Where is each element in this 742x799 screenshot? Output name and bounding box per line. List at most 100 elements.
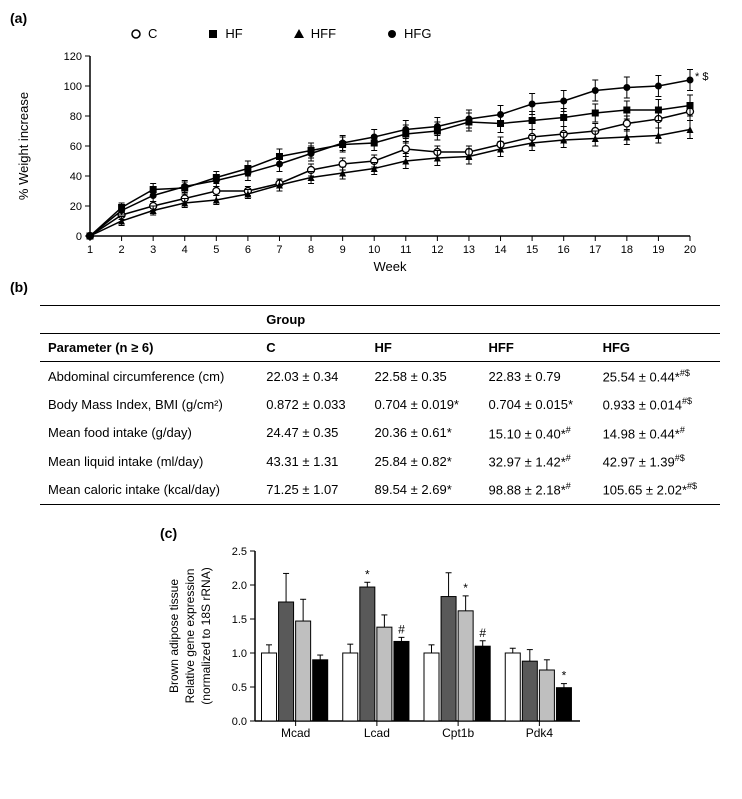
group-header: Group: [258, 306, 720, 334]
svg-text:80: 80: [70, 111, 82, 123]
table-row: Mean liquid intake (ml/day)43.31 ± 1.312…: [40, 447, 720, 475]
svg-text:19: 19: [652, 244, 664, 256]
table-cell: Mean liquid intake (ml/day): [40, 447, 258, 475]
table-cell: 25.54 ± 0.44*#$: [595, 362, 720, 391]
table-cell: 42.97 ± 1.39#$: [595, 447, 720, 475]
svg-text:*: *: [365, 567, 370, 581]
legend-hfg: HFG: [386, 26, 431, 41]
svg-text:Relative gene expression: Relative gene expression: [183, 568, 197, 703]
legend-hfg-label: HFG: [404, 26, 431, 41]
svg-text:120: 120: [64, 51, 82, 63]
svg-text:40: 40: [70, 171, 82, 183]
svg-text:0: 0: [76, 231, 82, 243]
svg-text:#: #: [398, 622, 405, 636]
table-cell: Mean food intake (g/day): [40, 419, 258, 447]
table-cell: Body Mass Index, BMI (g/cm²): [40, 390, 258, 418]
table-cell: 20.36 ± 0.61*: [367, 419, 481, 447]
svg-text:#: #: [479, 625, 486, 639]
table-cell: Abdominal circumference (cm): [40, 362, 258, 391]
svg-text:Brown adipose tissue: Brown adipose tissue: [167, 578, 181, 692]
table-cell: 22.03 ± 0.34: [258, 362, 366, 391]
line-chart-svg: 0204060801001201234567891011121314151617…: [10, 46, 730, 276]
svg-text:100: 100: [64, 81, 82, 93]
table-row: Mean food intake (g/day)24.47 ± 0.3520.3…: [40, 419, 720, 447]
svg-text:17: 17: [589, 244, 601, 256]
table-cell: 0.704 ± 0.015*: [481, 390, 595, 418]
svg-text:9: 9: [340, 244, 346, 256]
table-cell: 22.83 ± 0.79: [481, 362, 595, 391]
table-cell: 15.10 ± 0.40*#: [481, 419, 595, 447]
svg-text:15: 15: [526, 244, 538, 256]
param-header: Parameter (n ≥ 6): [40, 334, 258, 362]
svg-text:Cpt1b: Cpt1b: [442, 726, 474, 740]
legend-c: C: [130, 26, 157, 41]
svg-text:5: 5: [213, 244, 219, 256]
svg-text:20: 20: [70, 201, 82, 213]
svg-text:18: 18: [621, 244, 633, 256]
svg-text:Mcad: Mcad: [281, 726, 310, 740]
col-c: C: [258, 334, 366, 362]
table-row: Body Mass Index, BMI (g/cm²)0.872 ± 0.03…: [40, 390, 720, 418]
svg-text:3: 3: [150, 244, 156, 256]
panel-a-label: (a): [10, 10, 27, 26]
panel-c-chart: 0.0 0.5 1.0 1.5 2.0 2.5 Brown adipose tissueRe…: [160, 541, 732, 754]
svg-text:10: 10: [368, 244, 380, 256]
panel-a-chart: 0204060801001201234567891011121314151617…: [10, 46, 732, 279]
svg-text:0.0: 0.0: [232, 716, 247, 728]
panel-c-label: (c): [160, 525, 177, 541]
table-cell: 0.704 ± 0.019*: [367, 390, 481, 418]
svg-text:Lcad: Lcad: [364, 726, 390, 740]
panel-b: (b) Group Parameter (n ≥ 6) C HF HFF HFG…: [10, 279, 732, 505]
table-cell: 22.58 ± 0.35: [367, 362, 481, 391]
svg-text:*: *: [463, 581, 468, 595]
svg-text:1.0: 1.0: [232, 648, 247, 660]
table-cell: 0.933 ± 0.014#$: [595, 390, 720, 418]
svg-text:1.5: 1.5: [232, 614, 247, 626]
svg-text:6: 6: [245, 244, 251, 256]
svg-text:% Weight increase: % Weight increase: [16, 92, 31, 200]
svg-text:4: 4: [182, 244, 188, 256]
panel-a: (a) C HF HFF HFG 02040608010012012345678…: [10, 10, 732, 279]
svg-text:11: 11: [400, 244, 411, 256]
panel-a-legend: C HF HFF HFG: [10, 26, 732, 41]
svg-text:2.0: 2.0: [232, 580, 247, 592]
svg-text:2: 2: [119, 244, 125, 256]
table-row: Mean caloric intake (kcal/day)71.25 ± 1.…: [40, 475, 720, 504]
table-cell: 43.31 ± 1.31: [258, 447, 366, 475]
legend-hf-label: HF: [225, 26, 242, 41]
parameter-table: Group Parameter (n ≥ 6) C HF HFF HFG Abd…: [40, 305, 720, 505]
table-cell: Mean caloric intake (kcal/day): [40, 475, 258, 504]
table-cell: 14.98 ± 0.44*#: [595, 419, 720, 447]
table-cell: 89.54 ± 2.69*: [367, 475, 481, 504]
svg-text:7: 7: [276, 244, 282, 256]
svg-text:Week: Week: [374, 259, 407, 274]
legend-hff-label: HFF: [311, 26, 336, 41]
legend-c-label: C: [148, 26, 157, 41]
bar-chart-svg: 0.0 0.5 1.0 1.5 2.0 2.5 Brown adipose tissueRe…: [160, 541, 590, 751]
svg-text:0.5: 0.5: [232, 682, 247, 694]
svg-text:14: 14: [494, 244, 506, 256]
svg-text:20: 20: [684, 244, 696, 256]
col-hff: HFF: [481, 334, 595, 362]
svg-text:*: *: [562, 668, 567, 682]
legend-hff: HFF: [293, 26, 336, 41]
svg-text:Pdk4: Pdk4: [526, 726, 554, 740]
table-cell: 0.872 ± 0.033: [258, 390, 366, 418]
svg-text:(normalized to 18S rRNA): (normalized to 18S rRNA): [199, 567, 213, 704]
svg-text:60: 60: [70, 141, 82, 153]
col-hfg: HFG: [595, 334, 720, 362]
table-cell: 98.88 ± 2.18*#: [481, 475, 595, 504]
table-cell: 71.25 ± 1.07: [258, 475, 366, 504]
svg-text:8: 8: [308, 244, 314, 256]
col-hf: HF: [367, 334, 481, 362]
svg-text:12: 12: [431, 244, 443, 256]
svg-text:2.5: 2.5: [232, 546, 247, 558]
panel-c: (c) 0.0 0.5 1.0 1.5 2.0 2.5 Brown adipose tiss…: [10, 525, 732, 754]
table-cell: 32.97 ± 1.42*#: [481, 447, 595, 475]
table-row: Abdominal circumference (cm)22.03 ± 0.34…: [40, 362, 720, 391]
table-cell: 25.84 ± 0.82*: [367, 447, 481, 475]
table-cell: 105.65 ± 2.02*#$: [595, 475, 720, 504]
svg-text:1: 1: [87, 244, 93, 256]
panel-b-label: (b): [10, 279, 28, 295]
legend-hf: HF: [207, 26, 242, 41]
